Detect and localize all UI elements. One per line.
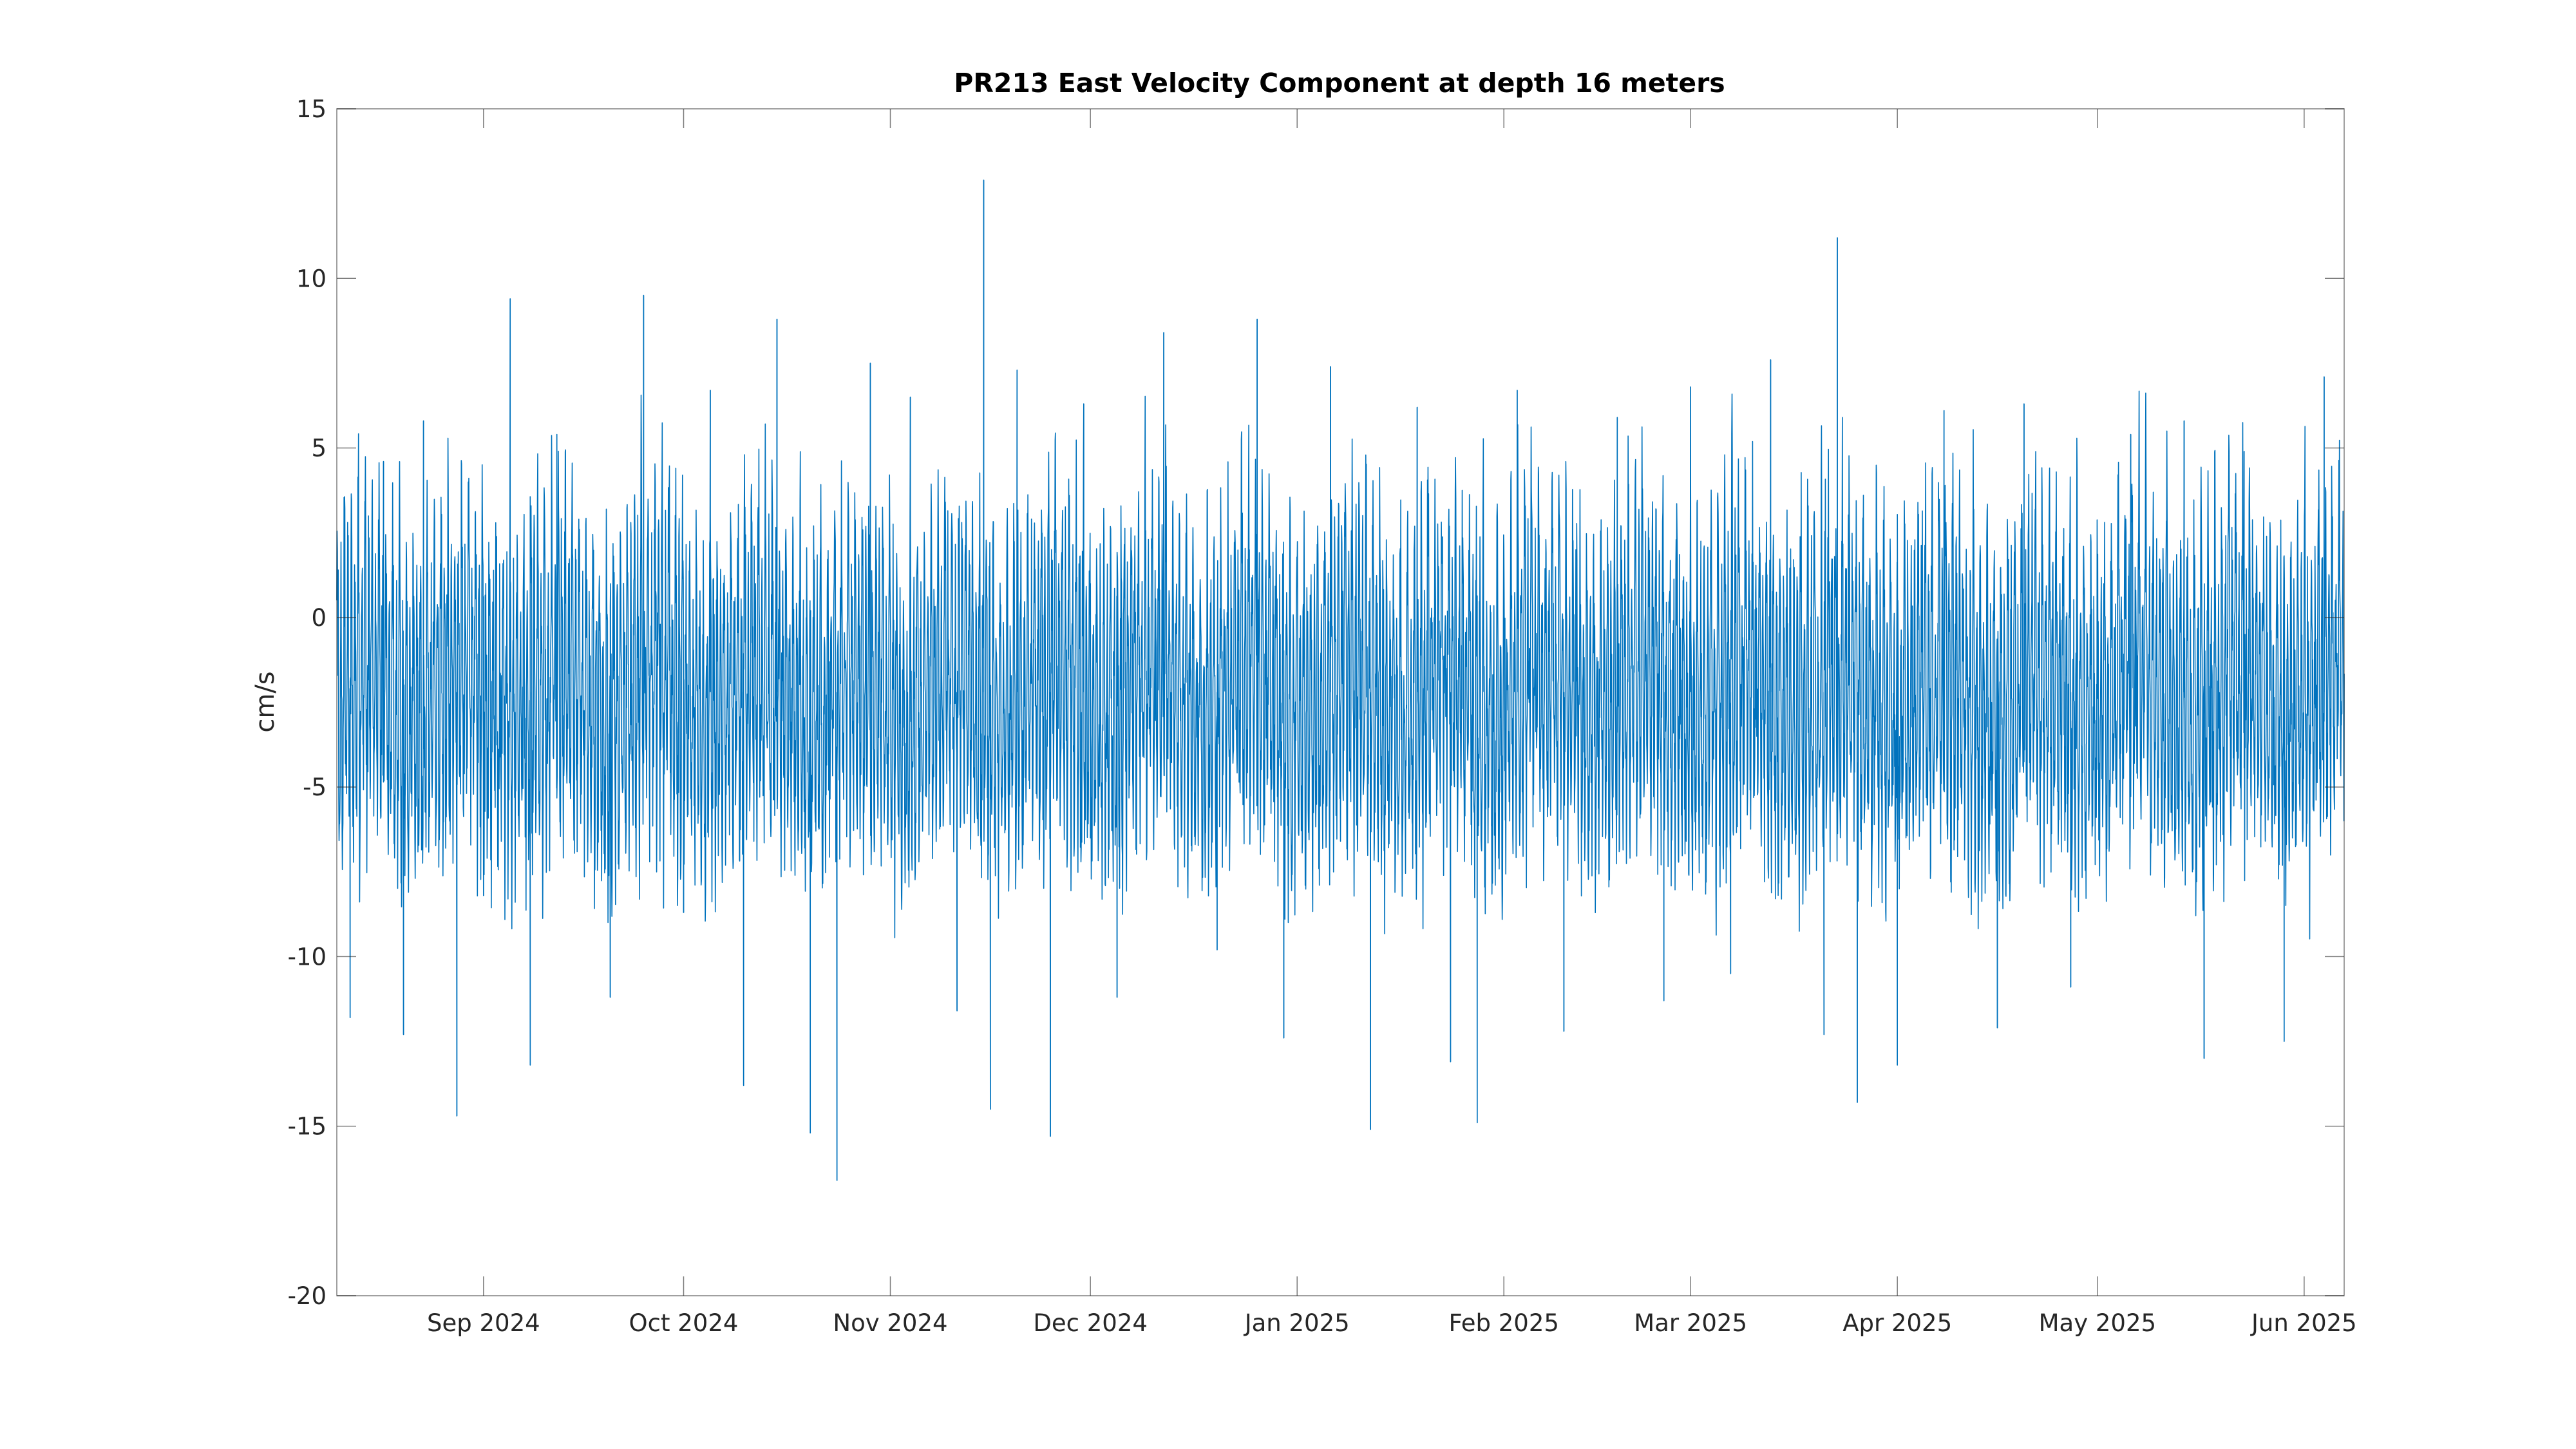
y-axis-label: cm/s (251, 671, 280, 732)
y-tick-label: 10 (296, 265, 327, 292)
y-axis: -20 -15 -10 -5 0 5 10 15 (288, 95, 2344, 1310)
y-tick-label: -20 (288, 1282, 327, 1310)
x-tick-label: Feb 2025 (1448, 1309, 1558, 1337)
x-tick-label: Sep 2024 (427, 1309, 540, 1337)
x-axis: Sep 2024 Oct 2024 Nov 2024 Dec 2024 Jan 2025… (427, 109, 2357, 1337)
velocity-trace (336, 179, 2345, 1181)
x-tick-label: Oct 2024 (629, 1309, 739, 1337)
chart-title: PR213 East Velocity Component at depth 1… (954, 68, 1725, 99)
y-tick-label: 0 (311, 604, 327, 632)
x-tick-label: Jan 2025 (1244, 1309, 1350, 1337)
x-tick-label: Nov 2024 (833, 1309, 947, 1337)
series-line (336, 179, 2345, 1181)
y-tick-label: -15 (288, 1113, 327, 1141)
y-tick-label: 5 (311, 435, 327, 462)
y-tick-label: 15 (296, 95, 327, 123)
y-tick-label: -5 (303, 773, 327, 801)
x-tick-label: Mar 2025 (1634, 1309, 1747, 1337)
x-tick-label: May 2025 (2039, 1309, 2156, 1337)
x-tick-label: Apr 2025 (1842, 1309, 1952, 1337)
x-tick-label: Jun 2025 (2250, 1309, 2357, 1337)
y-tick-label: -10 (288, 943, 327, 971)
axes-box (336, 108, 2345, 1296)
x-tick-label: Dec 2024 (1033, 1309, 1148, 1337)
